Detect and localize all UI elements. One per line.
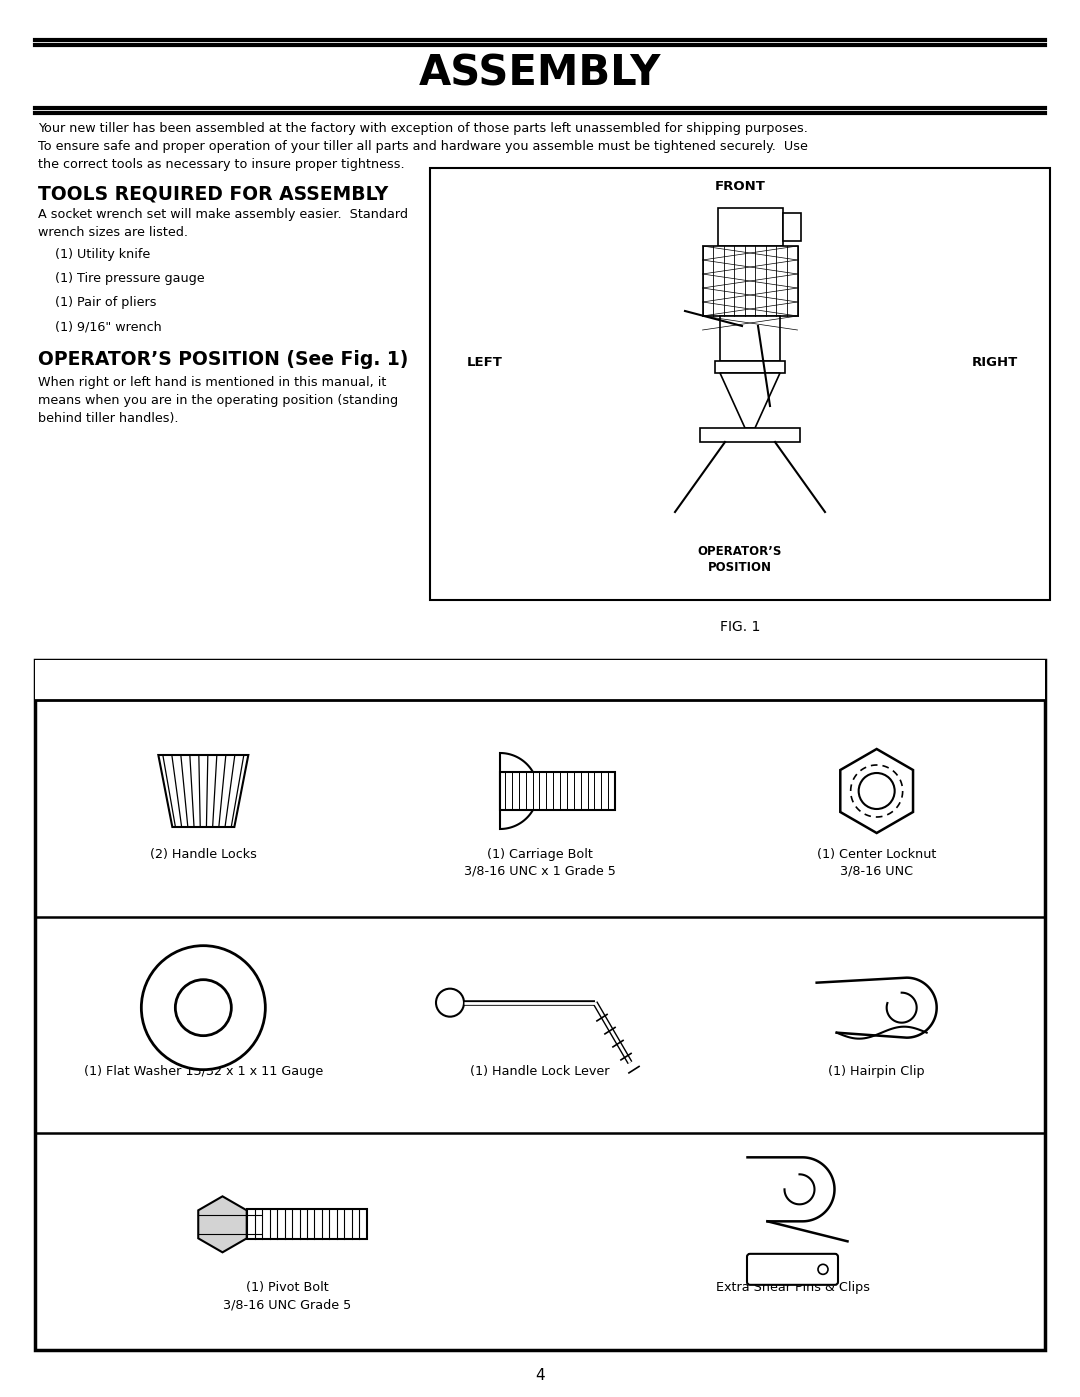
Circle shape (141, 946, 266, 1070)
Bar (500, 773, 615, 810)
Circle shape (175, 979, 231, 1035)
Bar (783, 212, 800, 242)
Text: FRONT: FRONT (715, 180, 766, 193)
Bar (246, 1210, 367, 1239)
Polygon shape (159, 754, 248, 827)
Circle shape (818, 1264, 828, 1274)
Text: (1) Pivot Bolt
3/8-16 UNC Grade 5: (1) Pivot Bolt 3/8-16 UNC Grade 5 (224, 1281, 352, 1312)
Text: (1) Center Locknut
3/8-16 UNC: (1) Center Locknut 3/8-16 UNC (816, 848, 936, 877)
Bar (35, 659, 1045, 700)
Text: FIG. 1: FIG. 1 (719, 620, 760, 634)
Text: When right or left hand is mentioned in this manual, it
means when you are in th: When right or left hand is mentioned in … (38, 376, 399, 425)
Text: Extra Shear Pins & Clips: Extra Shear Pins & Clips (715, 1281, 869, 1295)
Bar (715, 360, 785, 373)
Text: TOOLS REQUIRED FOR ASSEMBLY: TOOLS REQUIRED FOR ASSEMBLY (38, 184, 388, 204)
Circle shape (859, 773, 894, 809)
Bar (35, 659, 1045, 1350)
Text: (1) Hairpin Clip: (1) Hairpin Clip (828, 1065, 924, 1077)
Text: (1) Pair of pliers: (1) Pair of pliers (55, 296, 157, 309)
Text: OPERATOR’S POSITION (See Fig. 1): OPERATOR’S POSITION (See Fig. 1) (38, 351, 408, 369)
Bar (700, 427, 800, 441)
Polygon shape (500, 753, 538, 828)
Polygon shape (199, 1196, 246, 1252)
Bar (717, 208, 783, 246)
Polygon shape (840, 749, 913, 833)
Bar (702, 246, 797, 316)
Text: Your new tiller has been assembled at the factory with exception of those parts : Your new tiller has been assembled at th… (38, 122, 808, 170)
Bar (430, 168, 1050, 599)
Text: (1) Utility knife: (1) Utility knife (55, 249, 150, 261)
Polygon shape (720, 373, 780, 427)
FancyBboxPatch shape (747, 1255, 838, 1285)
Text: 4: 4 (536, 1368, 544, 1383)
Text: (2) Handle Locks: (2) Handle Locks (150, 848, 257, 861)
Circle shape (436, 989, 464, 1017)
Text: (1) Tire pressure gauge: (1) Tire pressure gauge (55, 272, 204, 285)
Text: A socket wrench set will make assembly easier.  Standard
wrench sizes are listed: A socket wrench set will make assembly e… (38, 208, 408, 239)
Text: LEFT: LEFT (467, 356, 503, 369)
Text: RIGHT: RIGHT (972, 356, 1018, 369)
Text: (1) Handle Lock Lever: (1) Handle Lock Lever (470, 1065, 610, 1077)
Text: ASSEMBLY: ASSEMBLY (419, 52, 661, 94)
Bar (720, 316, 780, 360)
Text: (1) Flat Washer 13/32 x 1 x 11 Gauge: (1) Flat Washer 13/32 x 1 x 11 Gauge (84, 1065, 323, 1077)
Text: (1) Carriage Bolt
3/8-16 UNC x 1 Grade 5: (1) Carriage Bolt 3/8-16 UNC x 1 Grade 5 (464, 848, 616, 877)
Text: (1) 9/16" wrench: (1) 9/16" wrench (55, 320, 162, 332)
Text: CONTENTS OF HARDWARE PACK: CONTENTS OF HARDWARE PACK (383, 671, 697, 689)
Text: OPERATOR’S
POSITION: OPERATOR’S POSITION (698, 545, 782, 574)
